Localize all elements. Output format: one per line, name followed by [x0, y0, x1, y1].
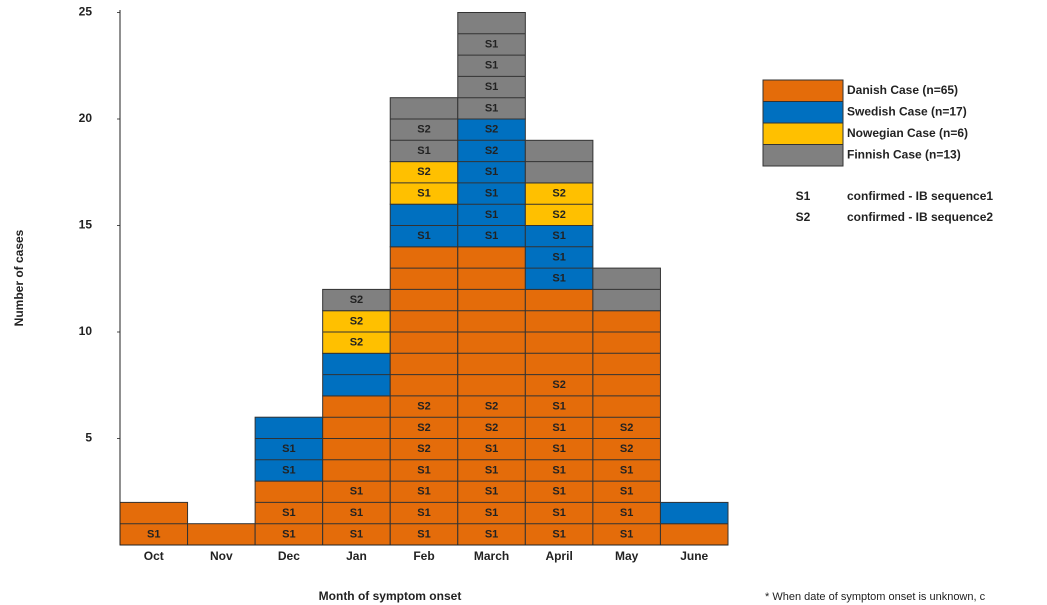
legend-label: Finnish Case (n=13) — [847, 148, 961, 162]
cell-label: S1 — [417, 486, 430, 498]
cell-label: S1 — [350, 507, 363, 519]
x-tick-label: June — [680, 549, 708, 563]
cell-label: S1 — [417, 464, 430, 476]
y-tick-label: 15 — [79, 218, 93, 232]
y-tick-label: 20 — [79, 111, 93, 125]
legend-swatch — [762, 144, 844, 167]
x-axis-label: Month of symptom onset — [319, 589, 462, 603]
x-tick-label: March — [474, 549, 509, 563]
cell-label: S2 — [350, 315, 363, 327]
cell-label: S1 — [552, 528, 565, 540]
legend-code-text: confirmed - IB sequence2 — [847, 210, 993, 224]
cell-label: S1 — [485, 464, 498, 476]
cell-label: S1 — [485, 507, 498, 519]
cell-label: S2 — [552, 187, 565, 199]
footnote: * When date of symptom onset is unknown,… — [765, 591, 986, 603]
cell-label: S2 — [417, 166, 430, 178]
cell-label: S1 — [282, 464, 295, 476]
legend-swatch — [762, 101, 844, 124]
cell-label: S2 — [417, 124, 430, 136]
cell-label: S1 — [417, 187, 430, 199]
cell-label: S2 — [350, 337, 363, 349]
cell-label: S1 — [620, 486, 633, 498]
cell-label: S2 — [620, 443, 633, 455]
y-axis-label: Number of cases — [12, 229, 26, 326]
x-tick-label: Feb — [413, 549, 434, 563]
x-tick-label: April — [545, 549, 572, 563]
cell-label: S1 — [620, 507, 633, 519]
cell-label: S1 — [147, 528, 160, 540]
cell-label: S1 — [485, 187, 498, 199]
cell-label: S2 — [417, 400, 430, 412]
cell-label: S2 — [485, 124, 498, 136]
cell-label: S2 — [417, 422, 430, 434]
cell-label: S1 — [552, 464, 565, 476]
legend-swatch — [762, 79, 844, 102]
x-tick-label: Dec — [278, 549, 300, 563]
cell-label: S1 — [282, 507, 295, 519]
cell-label: S1 — [620, 464, 633, 476]
cell-label: S1 — [552, 251, 565, 263]
cell-label: S1 — [552, 400, 565, 412]
cell-label: S1 — [485, 230, 498, 242]
cell-label: S1 — [485, 81, 498, 93]
cell-label: S1 — [485, 528, 498, 540]
legend-code: S2 — [796, 210, 811, 224]
legend-code-text: confirmed - IB sequence1 — [847, 189, 993, 203]
cell-label: S1 — [485, 60, 498, 72]
y-tick-label: 25 — [79, 5, 93, 19]
cell-label: S1 — [417, 507, 430, 519]
cell-label: S1 — [417, 230, 430, 242]
y-tick-label: 10 — [79, 324, 93, 338]
legend-label: Danish Case (n=65) — [847, 83, 958, 97]
bar-segment — [322, 395, 391, 546]
bar-segment — [659, 501, 729, 525]
x-tick-label: Nov — [210, 549, 233, 563]
bar-segment — [187, 523, 256, 546]
cell-label: S1 — [485, 38, 498, 50]
cell-label: S1 — [620, 528, 633, 540]
cell-label: S2 — [552, 379, 565, 391]
x-tick-label: Oct — [144, 549, 164, 563]
x-tick-label: May — [615, 549, 639, 563]
cell-label: S2 — [417, 443, 430, 455]
x-tick-label: Jan — [346, 549, 367, 563]
cell-label: S1 — [282, 443, 295, 455]
cell-label: S1 — [350, 528, 363, 540]
cell-label: S1 — [552, 273, 565, 285]
cell-label: S1 — [350, 486, 363, 498]
cell-label: S2 — [485, 145, 498, 157]
bar-segment — [457, 12, 526, 120]
cell-label: S2 — [485, 422, 498, 434]
y-tick-label: 5 — [85, 431, 92, 445]
bar-segment — [389, 97, 459, 163]
legend-label: Swedish Case (n=17) — [847, 105, 967, 119]
cell-label: S1 — [552, 443, 565, 455]
cell-label: S1 — [552, 422, 565, 434]
cell-label: S1 — [485, 443, 498, 455]
cell-label: S1 — [417, 528, 430, 540]
cell-label: S1 — [282, 528, 295, 540]
cell-label: S1 — [485, 102, 498, 114]
cell-label: S1 — [485, 486, 498, 498]
legend-swatch — [762, 122, 844, 145]
cell-label: S1 — [552, 507, 565, 519]
legend-code: S1 — [796, 189, 811, 203]
cell-label: S2 — [485, 400, 498, 412]
cell-label: S1 — [552, 486, 565, 498]
cell-label: S1 — [417, 145, 430, 157]
cell-label: S1 — [485, 209, 498, 221]
bar-segment — [524, 225, 594, 290]
cell-label: S2 — [620, 422, 633, 434]
cell-label: S1 — [485, 166, 498, 178]
cell-label: S2 — [350, 294, 363, 306]
cell-label: S2 — [552, 209, 565, 221]
legend-label: Nowegian Case (n=6) — [847, 126, 968, 140]
bar-segment — [659, 523, 729, 546]
cell-label: S1 — [552, 230, 565, 242]
